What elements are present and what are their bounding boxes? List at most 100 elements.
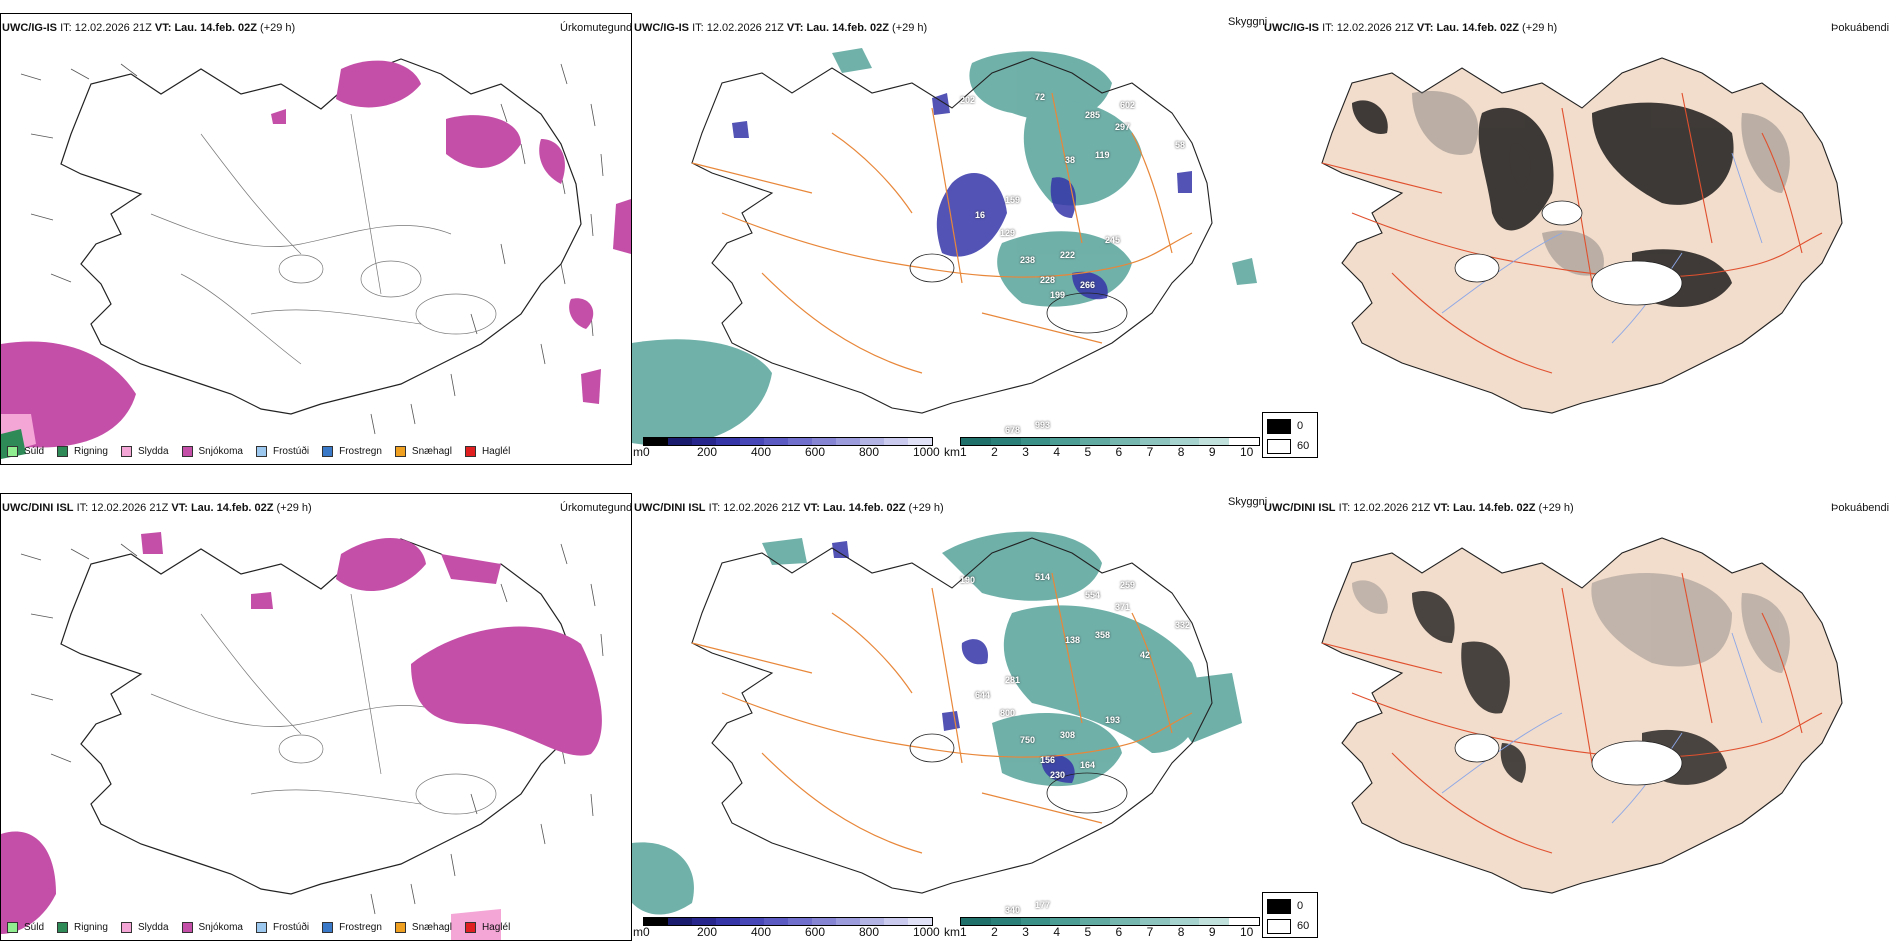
colorbar-segment: [716, 918, 740, 925]
legend-item: Haglél: [464, 446, 510, 457]
vis-value-label: 358: [1095, 630, 1111, 640]
colorbar-segment: [1199, 918, 1230, 925]
vis-value-label: 177: [1035, 900, 1051, 910]
legend-swatch: [7, 446, 18, 457]
fog-teal-areas-row1: [632, 48, 1257, 446]
legend-item: Frostregn: [322, 446, 382, 457]
legend-item: Haglél: [464, 922, 511, 933]
legend-item: Snjókoma: [181, 922, 243, 933]
iceland-land-row2: [1321, 537, 1843, 894]
colorbar-segment: [1080, 918, 1110, 925]
legend-label: Súld: [24, 446, 45, 457]
colorbar-tick: 8: [1177, 925, 1185, 939]
precip-map-row2: [1, 532, 604, 940]
colorbar-tick: 200: [697, 925, 718, 939]
legend-label: Snæhagl: [411, 922, 452, 933]
cover-swatch-60: [1267, 919, 1291, 934]
colorbar-segment: [836, 918, 860, 925]
vis-map-row1: [632, 48, 1257, 446]
header-row2-cloud: UWC/DINI ISL IT: 12.02.2026 21Z VT: Lau.…: [1264, 502, 1574, 514]
iceland-outline-row1: [60, 58, 582, 415]
vis-value-label: 193: [1105, 715, 1121, 725]
colorbar-tick: 6: [1115, 445, 1123, 459]
legend-item: Frostregn: [322, 922, 382, 933]
iceland-outline-vis-row1: [691, 57, 1213, 414]
vis-value-label: 750: [1020, 735, 1036, 745]
colorbar-segment: [740, 918, 764, 925]
colorbar-segment: [668, 918, 692, 925]
vis-title-row1: Skyggni: [1228, 16, 1268, 28]
colorbar-tick: 800: [859, 445, 880, 459]
legend-item: Snæhagl: [394, 446, 452, 457]
colorbar-tick: 200: [697, 445, 718, 459]
vis-value-label: 371: [1115, 602, 1131, 612]
vis-value-label: 72: [1035, 92, 1046, 102]
header-row2-precip: UWC/DINI ISL IT: 12.02.2026 21Z VT: Lau.…: [2, 502, 312, 514]
legend-item: Súld: [7, 922, 44, 933]
cover-swatch-0: [1267, 899, 1291, 914]
colorbar-segment: [1199, 438, 1230, 445]
legend-swatch: [57, 922, 69, 933]
colorbar-tick: 0: [643, 925, 650, 939]
legend-swatch: [394, 922, 406, 933]
iceland-outline-vis-row2: [691, 537, 1213, 894]
legend-label: Haglél: [481, 922, 511, 933]
colorbar-segment: [908, 438, 932, 445]
vis-value-label: 199: [1050, 290, 1066, 300]
colorbar-segment: [990, 918, 1021, 925]
vis-value-label: 678: [1005, 425, 1021, 435]
colorbar-tick: 9: [1208, 445, 1216, 459]
legend-item: Frostúði: [255, 922, 309, 933]
cloud-map-row2: [1321, 537, 1843, 894]
vis-value-label: 245: [1105, 235, 1121, 245]
legend-label: Frostregn: [339, 922, 382, 933]
vis-value-label: 297: [1115, 122, 1131, 132]
colorbar-segment: [1050, 438, 1081, 445]
cover-swatch-60: [1267, 439, 1291, 454]
colorbar-tick: 3: [1022, 925, 1029, 939]
cloud-map-row1: [1321, 57, 1843, 414]
vis-value-label: 222: [1060, 250, 1076, 260]
colorbar-tick: 10: [1240, 925, 1254, 939]
roads-vis-row2: [691, 572, 1193, 854]
colorbar-tick: 5: [1084, 445, 1092, 459]
legend-label: Rigning: [74, 446, 108, 457]
height-colorbar-row1: [643, 437, 933, 446]
cloud-title-row2: Þokuábendi: [1831, 502, 1890, 514]
vis-value-label: 42: [1140, 650, 1151, 660]
colorbar-segment: [961, 438, 991, 445]
vis-value-label: 119: [1095, 150, 1110, 160]
cover-label-0: 0: [1297, 900, 1304, 912]
precip-title-row1: Úrkomutegund: [560, 22, 633, 34]
colorbar-segment: [990, 438, 1021, 445]
colorbar-segment: [1139, 438, 1170, 445]
vis-value-label: 644: [975, 690, 991, 700]
precip-legend-row2: Súld Rigning Slydda Snjókoma Frostúði Frostre…: [7, 922, 523, 933]
snow-areas-row1: [1, 60, 631, 448]
legend-item: Rigning: [57, 922, 108, 933]
vis-value-label: 602: [1120, 100, 1136, 110]
colorbar-segment: [1020, 438, 1051, 445]
legend-swatch: [255, 922, 267, 933]
legend-item: Rigning: [57, 446, 108, 457]
vis-value-label: 514: [1035, 572, 1051, 582]
legend-label: Slydda: [137, 922, 169, 933]
colorbar-segment: [1080, 438, 1110, 445]
legend-swatch: [464, 922, 476, 933]
cover-label-60: 60: [1297, 920, 1310, 932]
vis-value-label: 190: [960, 575, 976, 585]
legend-swatch: [57, 446, 69, 457]
vis-value-label: 230: [1050, 770, 1066, 780]
cover-label-60: 60: [1297, 440, 1310, 452]
colorbar-segment: [788, 918, 812, 925]
legend-label: Rigning: [74, 922, 108, 933]
colorbar-tick: 1000: [913, 925, 940, 939]
colorbar-segment: [740, 438, 764, 445]
colorbar-tick: 4: [1053, 445, 1061, 459]
vis-value-label: 159: [1005, 195, 1021, 205]
legend-item: Súld: [7, 446, 44, 457]
legend-label: Frostúði: [272, 446, 310, 457]
vis-value-label: 164: [1080, 760, 1096, 770]
colorbar-segment: [764, 918, 788, 925]
precip-title-row2: Úrkomutegund: [560, 502, 633, 514]
